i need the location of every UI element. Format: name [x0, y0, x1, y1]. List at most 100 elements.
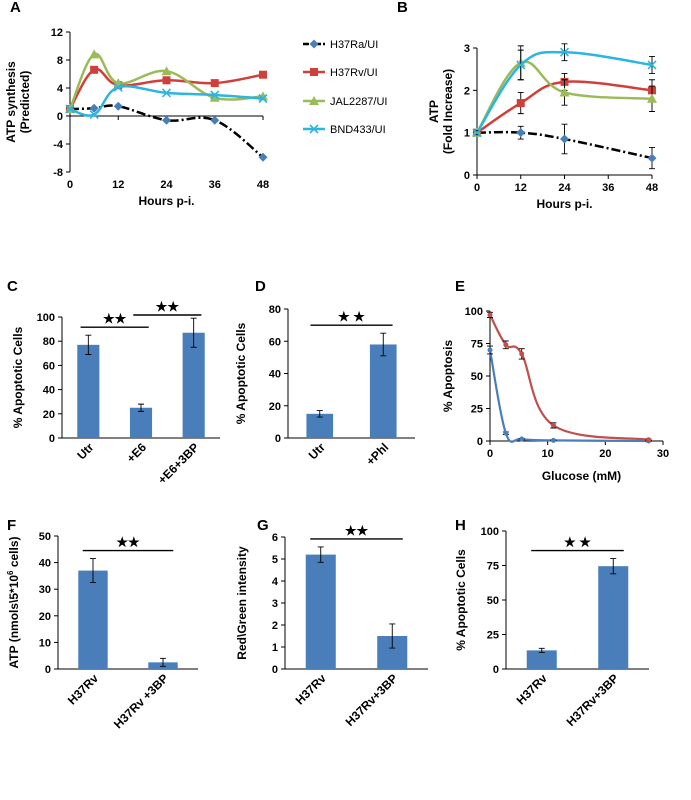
- significance-stars: ★★: [345, 523, 369, 538]
- data-point-h37ra: [89, 103, 99, 113]
- y-tick-label: 100: [37, 312, 55, 324]
- y-tick-label: 50: [487, 595, 499, 607]
- series-line-red: [489, 314, 649, 441]
- data-point-jal2287: [161, 66, 172, 76]
- x-tick-label: 10: [542, 448, 554, 460]
- error-bar: [190, 317, 197, 348]
- y-tick-label: -4: [53, 139, 64, 151]
- data-point-red: [487, 312, 493, 318]
- y-axis-title: ATP(Fold Increase): [427, 69, 455, 154]
- bar: [526, 650, 557, 669]
- y-tick-label: 80: [43, 336, 55, 348]
- y-tick-label: 3: [272, 598, 278, 610]
- y-tick-label: 60: [43, 360, 55, 372]
- x-tick-label: 36: [209, 179, 221, 191]
- series-line-bnd433: [475, 50, 653, 134]
- significance-stars: ★★: [156, 299, 180, 314]
- y-axis-title: % Apoptotic Cells: [11, 326, 25, 428]
- x-axis-title: Glucose (mM): [542, 469, 621, 483]
- panel-label: F: [7, 517, 16, 534]
- bar: [369, 344, 397, 438]
- data-point-h37ra: [162, 115, 171, 125]
- y-tick-label: 0: [464, 170, 470, 182]
- bar: [129, 407, 153, 438]
- panel-label: C: [7, 278, 18, 295]
- panel-e: E 0 25 50 75 100 0 10 20 30 % Apoptosis Glucose (mM…: [441, 278, 669, 483]
- panel-d: D 0 20 40 60 80 % Apoptotic Cells Utr +Phl ★ ★: [234, 278, 415, 468]
- y-tick-label: 2: [464, 85, 470, 97]
- y-tick-label: 0: [57, 111, 63, 123]
- bar: [305, 554, 336, 669]
- y-tick-label: 40: [39, 558, 51, 570]
- category-label: H37Rv: [514, 671, 551, 708]
- x-tick-label: 0: [474, 182, 480, 194]
- legend-label: H37Ra/UI: [330, 39, 378, 51]
- data-point-red: [550, 422, 556, 428]
- panel-label: H: [455, 517, 466, 534]
- y-tick-label: 20: [269, 401, 281, 413]
- significance-stars: ★ ★: [564, 535, 591, 550]
- bar: [77, 344, 100, 438]
- data-point-bnd433: [516, 60, 526, 70]
- x-axis-title: Hours p-i.: [537, 197, 593, 211]
- category-label: H37Rv: [65, 671, 102, 708]
- error-bar: [138, 403, 144, 412]
- y-tick-label: 50: [471, 371, 483, 383]
- y-tick-label: 3: [464, 43, 470, 55]
- error-bar: [317, 546, 324, 563]
- y-tick-label: 2: [272, 620, 278, 632]
- data-point-h37ra: [647, 153, 657, 163]
- data-point-jal2287: [89, 49, 100, 59]
- category-label: +Phl: [363, 440, 391, 468]
- x-tick-label: 24: [558, 182, 571, 194]
- error-bar: [316, 410, 323, 418]
- legend-entry-bnd433: BND433/UI: [303, 124, 386, 136]
- x-tick-label: 12: [515, 182, 527, 194]
- x-tick-label: 0: [487, 448, 493, 460]
- data-point-h37rv: [210, 79, 219, 88]
- legend-entry-h37ra: H37Ra/UI: [303, 39, 378, 51]
- y-tick-label: 0: [272, 664, 278, 676]
- y-tick-label: 80: [269, 304, 281, 316]
- y-tick-label: 75: [487, 561, 499, 573]
- y-tick-label: 40: [269, 369, 281, 381]
- legend-marker: [310, 68, 318, 76]
- category-label: +E6+3BP: [155, 440, 202, 487]
- category-label: H37Rv +3BP: [111, 671, 171, 731]
- y-axis-title: % Apoptosis: [441, 340, 455, 413]
- y-tick-label: -8: [53, 167, 63, 179]
- x-tick-label: 20: [599, 448, 611, 460]
- y-axis-title: ATP (nmols\5*106 cells): [6, 536, 21, 668]
- data-point-h37rv: [516, 99, 525, 108]
- y-tick-label: 0: [45, 664, 51, 676]
- legend-a: H37Ra/UI H37Rv/UI JAL2287/UI BND433/UI: [303, 39, 387, 136]
- y-tick-label: 4: [57, 83, 64, 95]
- significance-stars: ★ ★: [338, 309, 365, 324]
- bar: [182, 332, 205, 438]
- data-point-bnd433: [113, 82, 123, 92]
- legend-marker: [309, 96, 319, 105]
- y-tick-label: 25: [471, 404, 483, 416]
- y-axis-title: Red\Green intensity: [235, 546, 249, 660]
- data-point-jal2287: [559, 87, 570, 97]
- y-tick-label: 5: [272, 554, 278, 566]
- data-point-blue: [550, 437, 556, 443]
- legend-entry-h37rv: H37Rv/UI: [303, 67, 378, 79]
- panel-label: G: [257, 517, 269, 534]
- y-tick-label: 0: [275, 433, 281, 445]
- x-tick-label: 36: [602, 182, 614, 194]
- data-point-h37ra: [560, 134, 569, 144]
- y-tick-label: 10: [39, 637, 51, 649]
- y-tick-label: 0: [477, 436, 483, 448]
- data-point-h37rv: [90, 65, 99, 74]
- y-tick-label: 8: [57, 55, 63, 67]
- x-tick-label: 12: [112, 179, 124, 191]
- data-point-blue: [519, 436, 525, 442]
- data-point-h37ra: [113, 101, 123, 111]
- series-line-jal2287: [475, 60, 653, 134]
- series-line-blue: [488, 349, 649, 443]
- panel-label: D: [255, 278, 266, 295]
